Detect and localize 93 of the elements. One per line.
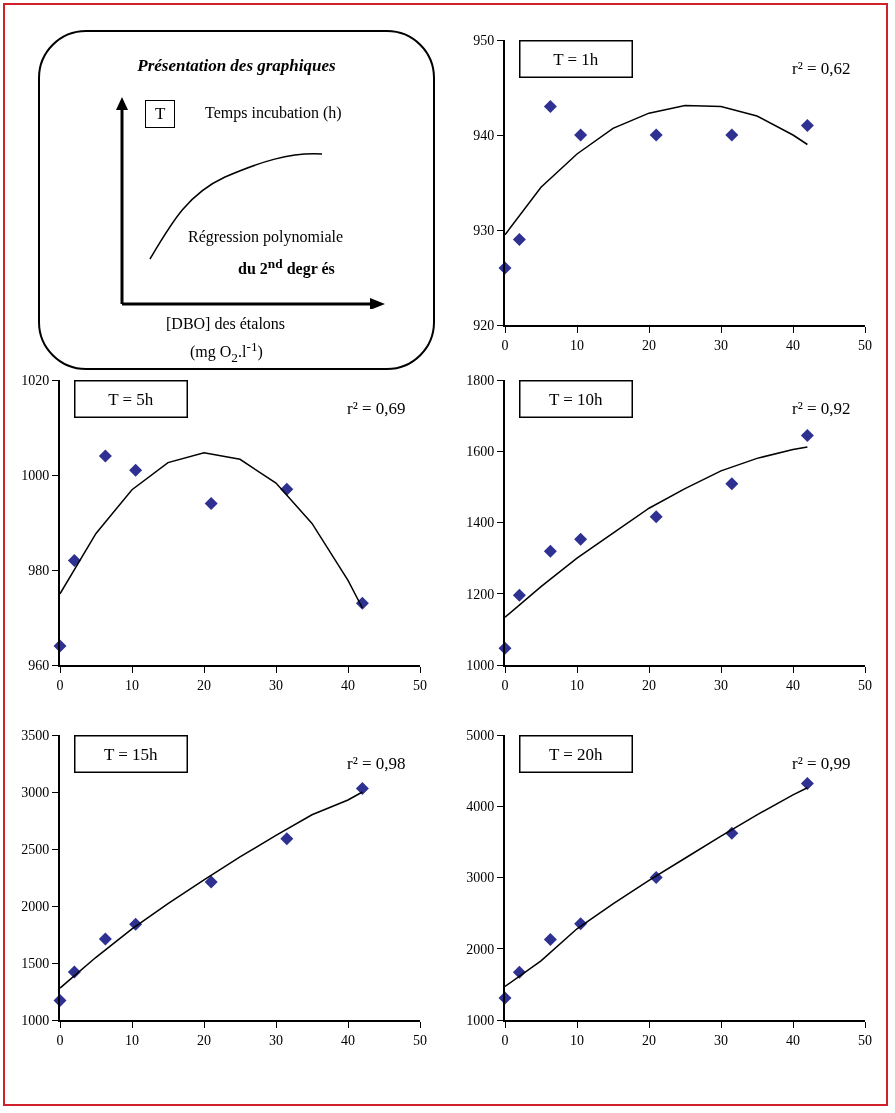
point (512, 233, 526, 246)
point (800, 119, 814, 132)
x-tick-label: 0 (56, 677, 64, 693)
annotation: r² = 0,98 (347, 754, 406, 773)
x-tick-label: 10 (570, 337, 584, 353)
point (98, 932, 112, 946)
point (355, 782, 369, 796)
x-tick-label: 40 (341, 1032, 355, 1048)
y-tick-label: 3000 (466, 870, 495, 886)
y-tick-label: 1400 (466, 515, 495, 531)
text: [DBO] des étalons (166, 315, 286, 333)
x-tick-label: 10 (125, 1032, 139, 1048)
x-tick-label: 40 (341, 677, 355, 693)
text: (mg O$_{2}$.l$^{-1}$) (190, 339, 263, 366)
y-tick-label: 950 (473, 32, 495, 48)
y-tick-label: 1000 (21, 1012, 50, 1028)
y-tick-label: 1020 (21, 372, 50, 388)
x-tick-label: 40 (786, 337, 800, 353)
x-tick-label: 20 (197, 677, 211, 693)
x-tick-label: 50 (858, 1032, 872, 1048)
x-tick-label: 20 (642, 677, 656, 693)
annotation: r² = 0,62 (792, 59, 851, 78)
annotation: r² = 0,69 (347, 399, 406, 418)
annotation: T = 15h (103, 744, 159, 764)
x-tick-label: 40 (786, 677, 800, 693)
x-tick-label: 50 (858, 337, 872, 353)
point (512, 588, 526, 602)
x-tick-label: 20 (642, 337, 656, 353)
point (725, 128, 739, 142)
point (98, 449, 112, 463)
y-tick-label: 3000 (21, 784, 50, 800)
point (800, 776, 814, 790)
text: du 2$^{nd}$ degr és (238, 256, 335, 279)
x-tick-label: 50 (413, 677, 427, 693)
point (543, 544, 557, 558)
text: Régression polynomiale (188, 228, 344, 246)
y-tick-label: 2500 (21, 841, 50, 857)
annotation: T = 10h (548, 389, 604, 409)
point (204, 497, 218, 510)
x-tick-label: 10 (570, 677, 584, 693)
x-tick-label: 30 (714, 337, 728, 353)
x-tick-label: 30 (714, 677, 728, 693)
y-tick-label: 1500 (21, 955, 50, 971)
x-tick-label: 30 (269, 1032, 283, 1048)
x-tick-label: 40 (786, 1032, 800, 1048)
x-tick-label: 30 (714, 1032, 728, 1048)
y-tick-label: 3500 (21, 727, 50, 743)
point (725, 477, 739, 491)
y-tick-label: 980 (28, 562, 50, 578)
x-tick-label: 0 (56, 1032, 64, 1048)
point (204, 875, 218, 889)
annotation: T = 1h (553, 49, 599, 69)
point (543, 932, 557, 946)
text: Présentation des graphiques (136, 56, 337, 76)
y-tick-label: 2000 (21, 898, 50, 914)
y-tick-label: 1800 (466, 372, 495, 388)
y-tick-label: 5000 (466, 727, 495, 743)
point (649, 128, 663, 142)
y-tick-label: 1000 (466, 1012, 495, 1028)
point (280, 832, 294, 846)
point (800, 429, 814, 443)
y-tick-label: 1000 (21, 467, 50, 483)
y-tick-label: 1600 (466, 444, 495, 460)
annotation: r² = 0,92 (792, 399, 851, 418)
x-tick-label: 50 (413, 1032, 427, 1048)
text: Temps incubation (h) (205, 104, 342, 122)
point (574, 128, 588, 142)
y-tick-label: 1200 (466, 586, 495, 602)
x-tick-label: 0 (501, 677, 509, 693)
y-tick-label: 2000 (466, 941, 495, 957)
point (543, 100, 557, 113)
y-tick-label: 940 (473, 127, 495, 143)
x-tick-label: 0 (501, 1032, 509, 1048)
annotation: T = 20h (548, 744, 604, 764)
y-tick-label: 1000 (466, 657, 495, 673)
x-tick-label: 30 (269, 677, 283, 693)
x-tick-label: 20 (197, 1032, 211, 1048)
point (574, 532, 588, 546)
x-tick-label: 10 (125, 677, 139, 693)
x-tick-label: 0 (501, 337, 509, 353)
y-tick-label: 930 (473, 222, 495, 238)
x-tick-label: 50 (858, 677, 872, 693)
y-tick-label: 4000 (466, 799, 495, 815)
point (67, 554, 81, 567)
point (649, 510, 663, 524)
x-tick-label: 10 (570, 1032, 584, 1048)
text: T (145, 100, 176, 128)
y-tick-label: 920 (473, 317, 495, 333)
annotation: r² = 0,99 (792, 754, 851, 773)
y-tick-label: 960 (28, 657, 50, 673)
x-tick-label: 20 (642, 1032, 656, 1048)
annotation: T = 5h (108, 389, 154, 409)
point (129, 463, 143, 477)
